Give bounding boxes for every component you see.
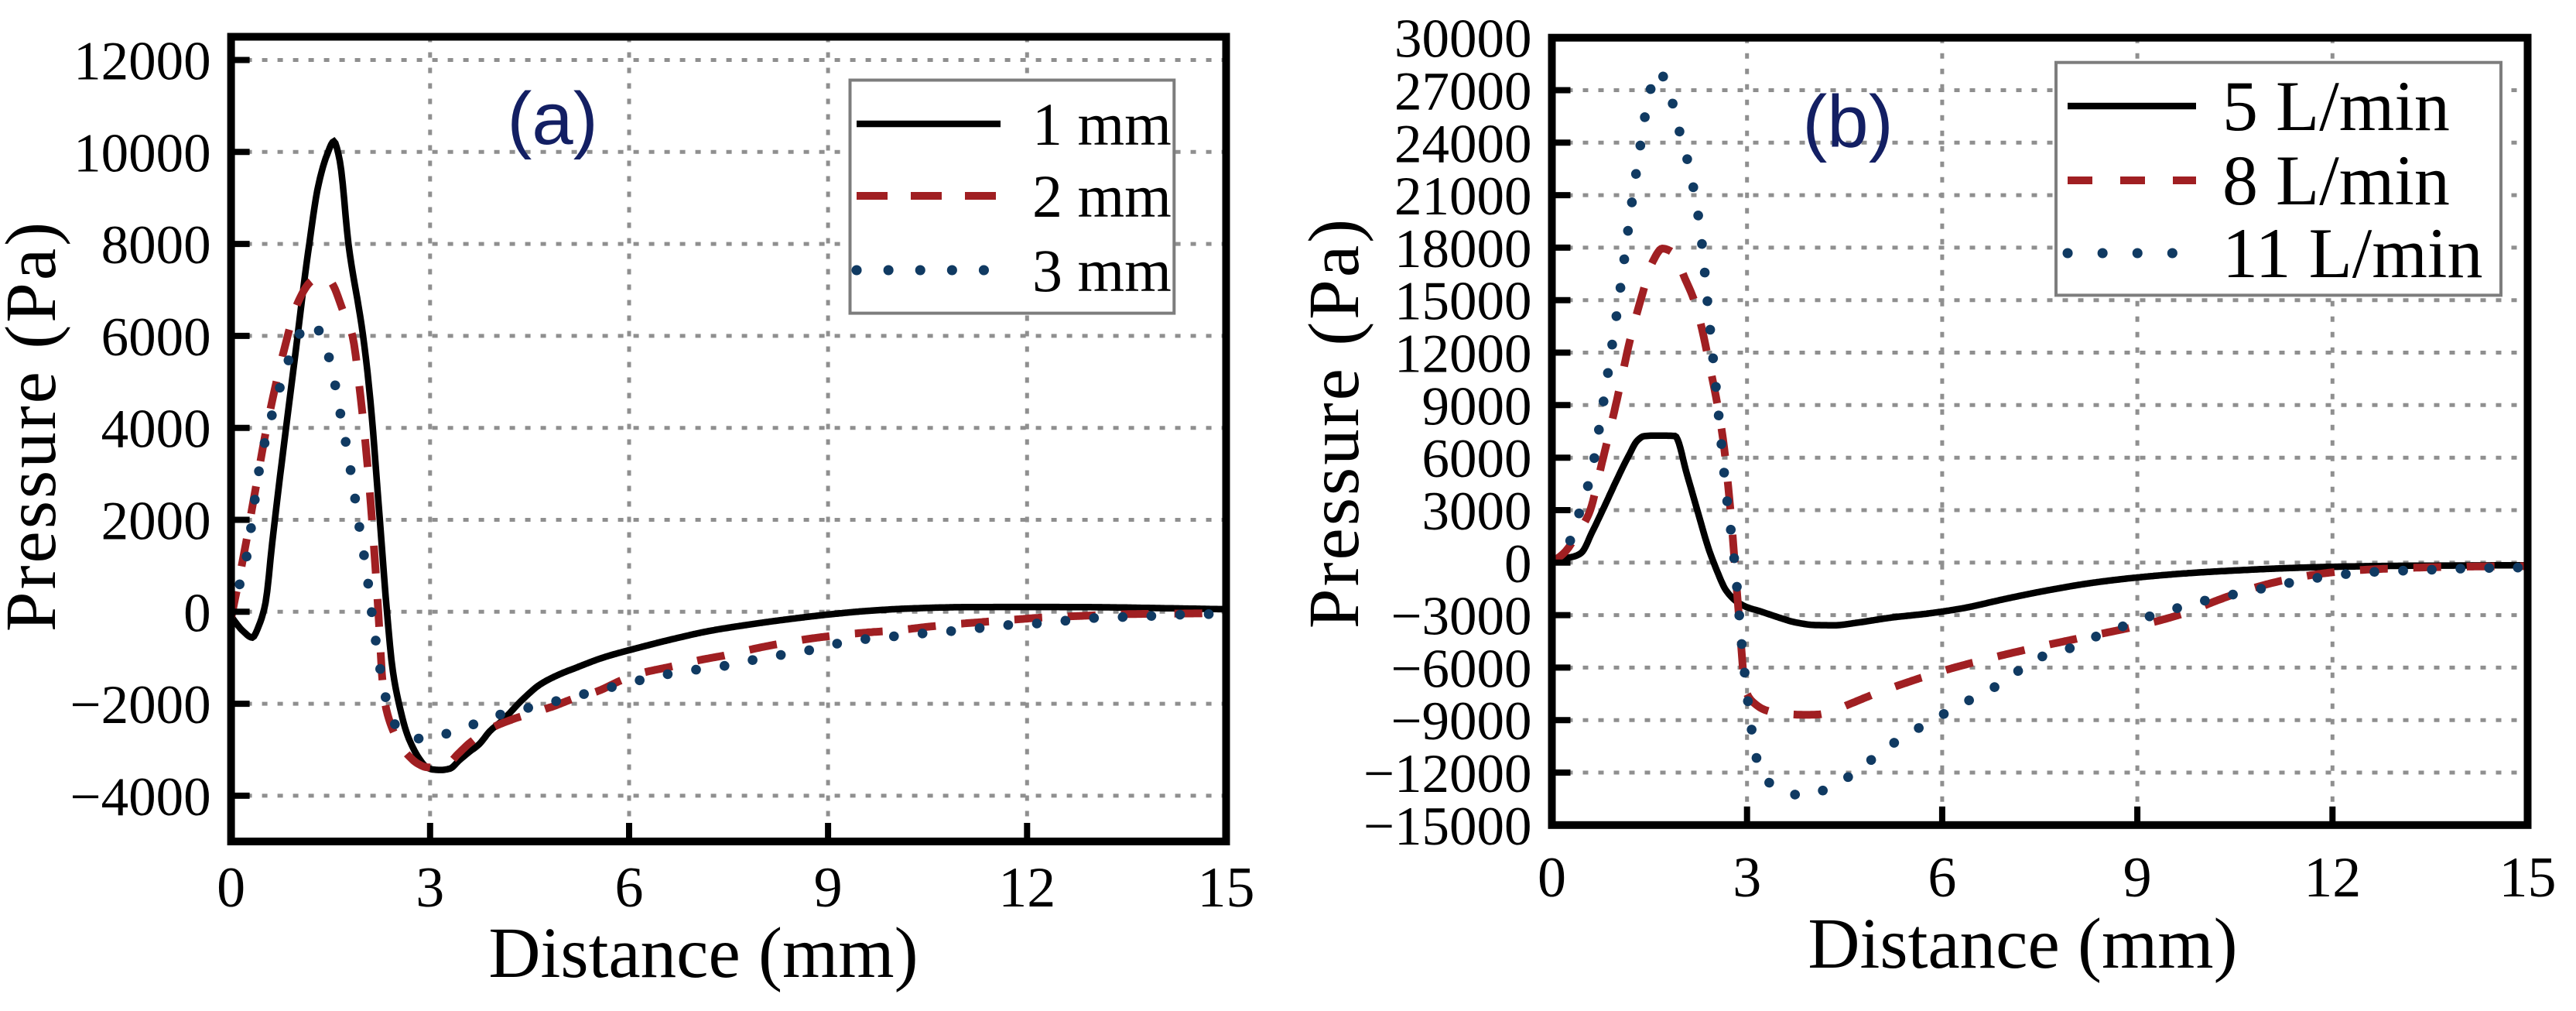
svg-text:12: 12: [2304, 846, 2361, 910]
svg-text:(a): (a): [507, 77, 597, 160]
svg-text:0: 0: [1538, 846, 1566, 910]
svg-text:3: 3: [416, 856, 444, 920]
svg-text:0: 0: [183, 583, 211, 643]
svg-text:12000: 12000: [74, 32, 211, 92]
svg-text:15: 15: [1198, 856, 1255, 920]
svg-text:Pressure (Pa): Pressure (Pa): [0, 220, 71, 632]
svg-text:2 mm: 2 mm: [1032, 163, 1172, 230]
svg-text:3 mm: 3 mm: [1032, 237, 1172, 304]
svg-text:12000: 12000: [1394, 324, 1532, 385]
svg-text:11 L/min: 11 L/min: [2222, 214, 2482, 293]
svg-text:0: 0: [1504, 534, 1532, 595]
svg-text:1 mm: 1 mm: [1032, 91, 1172, 158]
svg-text:24000: 24000: [1394, 114, 1532, 174]
svg-text:0: 0: [217, 856, 245, 920]
svg-text:10000: 10000: [74, 123, 211, 183]
svg-text:3000: 3000: [1422, 482, 1532, 542]
svg-text:30000: 30000: [1394, 9, 1532, 70]
svg-text:15: 15: [2499, 846, 2557, 910]
svg-text:5 L/min: 5 L/min: [2222, 67, 2450, 146]
svg-text:Distance (mm): Distance (mm): [1808, 904, 2237, 984]
svg-text:−3000: −3000: [1391, 587, 1531, 647]
svg-text:Distance (mm): Distance (mm): [488, 913, 918, 993]
svg-text:−6000: −6000: [1391, 639, 1531, 699]
svg-text:9000: 9000: [1422, 376, 1532, 437]
svg-text:−12000: −12000: [1363, 744, 1532, 804]
svg-text:21000: 21000: [1394, 166, 1532, 227]
svg-text:9: 9: [2123, 846, 2152, 910]
svg-text:9: 9: [814, 856, 843, 920]
svg-text:12: 12: [998, 856, 1055, 920]
svg-text:−4000: −4000: [70, 767, 211, 828]
svg-text:6: 6: [615, 856, 644, 920]
svg-text:6000: 6000: [1422, 429, 1532, 489]
svg-text:6000: 6000: [101, 307, 211, 368]
svg-text:(b): (b): [1802, 81, 1893, 163]
svg-text:8000: 8000: [101, 215, 211, 276]
svg-text:3: 3: [1733, 846, 1761, 910]
svg-text:−2000: −2000: [70, 675, 211, 735]
svg-text:2000: 2000: [101, 492, 211, 552]
svg-text:18000: 18000: [1394, 219, 1532, 279]
svg-text:15000: 15000: [1394, 272, 1532, 332]
svg-text:8 L/min: 8 L/min: [2222, 141, 2450, 220]
svg-text:−9000: −9000: [1391, 691, 1531, 752]
svg-text:−15000: −15000: [1363, 797, 1532, 857]
svg-text:Pressure (Pa): Pressure (Pa): [1295, 217, 1374, 629]
svg-text:6: 6: [1928, 846, 1956, 910]
svg-text:4000: 4000: [101, 399, 211, 460]
svg-text:27000: 27000: [1394, 62, 1532, 122]
